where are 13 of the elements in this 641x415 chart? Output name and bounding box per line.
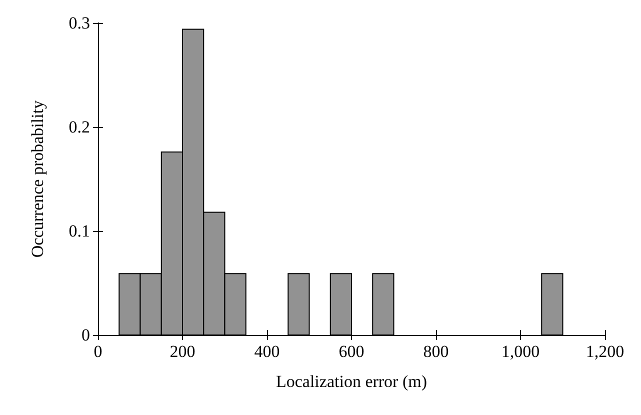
y-axis-title: Occurrence probability: [28, 100, 47, 258]
x-axis-title: Localization error (m): [276, 372, 428, 391]
x-tick-label: 1,200: [586, 342, 624, 361]
x-tick-label: 200: [170, 342, 196, 361]
y-tick-label: 0.2: [68, 118, 90, 136]
x-tick-label: 800: [423, 342, 449, 361]
y-tick-label: 0.3: [68, 14, 90, 32]
y-tick-label: 0.1: [68, 222, 90, 240]
x-tick-label: 400: [254, 342, 280, 361]
x-tick-label: 1,000: [501, 342, 540, 361]
x-tick-label: 0: [94, 342, 102, 361]
y-tick-label: 0: [82, 326, 90, 344]
x-tick-label: 600: [338, 342, 364, 361]
